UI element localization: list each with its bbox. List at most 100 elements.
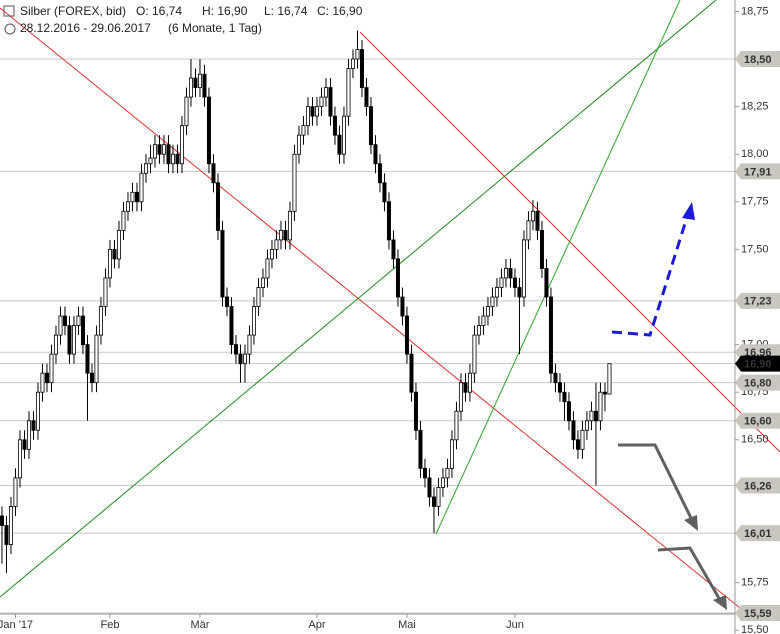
arrow-down: [657, 546, 722, 601]
candle-body: [454, 410, 459, 441]
candle-body: [494, 287, 499, 298]
candle-body: [80, 315, 85, 346]
level-box: [735, 605, 780, 622]
candle-body: [197, 73, 202, 88]
last-price-box: [735, 355, 780, 372]
candle-body: [364, 87, 369, 108]
candle-body: [359, 49, 364, 88]
x-tick-label: Feb: [100, 619, 119, 631]
candle-body: [368, 106, 373, 146]
candle-body: [422, 467, 427, 479]
candle-body: [175, 153, 180, 165]
candle-body: [260, 277, 265, 288]
candle-body: [98, 306, 103, 336]
candle-body: [562, 391, 567, 403]
candle-body: [373, 144, 378, 165]
candle-body: [157, 144, 162, 155]
candle-body: [35, 391, 40, 431]
drawings: [0, 0, 780, 610]
chart-title: Silber (FOREX, bid): [20, 4, 126, 18]
candle-body: [184, 96, 189, 127]
candle-body: [220, 229, 225, 298]
candle-body: [94, 334, 99, 384]
ohlc-open: O: 16,74: [136, 4, 182, 18]
candle-body: [130, 191, 135, 203]
y-tick-label: 18,75: [741, 5, 769, 17]
candle-body: [44, 372, 49, 384]
candle-body: [26, 420, 31, 450]
candle-body: [346, 68, 351, 117]
candle-body: [571, 420, 576, 441]
candle-body: [440, 477, 445, 488]
candle-body: [503, 268, 508, 279]
candle-body: [323, 87, 328, 98]
candle-body: [296, 134, 301, 155]
candle-body: [202, 73, 207, 98]
ohlc-close: C: 16,90: [317, 4, 363, 18]
candle-body: [188, 77, 193, 98]
candle-body: [472, 334, 477, 374]
candle-body: [395, 258, 400, 298]
candle-body: [229, 306, 234, 346]
candle-body: [593, 410, 598, 422]
candle-body: [292, 153, 297, 212]
level-box: [735, 477, 780, 494]
candle-body: [139, 172, 144, 203]
candle-body: [224, 296, 229, 307]
candle-body: [607, 363, 612, 395]
candle-body: [341, 115, 346, 155]
candle-body: [526, 220, 531, 241]
candle-body: [22, 439, 27, 450]
header: Silber (FOREX, bid) O: 16,74 H: 16,90 L:…: [3, 4, 363, 35]
candle-body: [85, 344, 90, 374]
arrow-down: [618, 443, 694, 521]
trend-line-red: [0, 7, 741, 609]
candle-body: [310, 106, 315, 117]
candle-body: [242, 353, 247, 365]
candle-body: [278, 229, 283, 241]
level-box: [735, 374, 780, 391]
candle-body: [350, 58, 355, 69]
candle-body: [391, 239, 396, 260]
candle-body: [116, 229, 121, 260]
candle-body: [328, 87, 333, 117]
level-label: 18,50: [744, 54, 772, 66]
y-tick-label: 16,50: [741, 434, 769, 446]
trend-line-green: [0, 0, 717, 598]
candle-body: [0, 515, 4, 526]
candle-body: [211, 163, 216, 184]
candle-body: [449, 439, 454, 469]
level-label: 17,91: [744, 166, 772, 178]
ohlc-high: H: 16,90: [202, 4, 248, 18]
candle-body: [4, 525, 9, 545]
candle-body: [418, 429, 423, 469]
x-tick-label: Apr: [308, 619, 325, 631]
candle-body: [62, 315, 67, 326]
y-tick-label: 18,00: [741, 148, 769, 160]
level-label: 16,26: [744, 480, 772, 492]
candle-body: [125, 201, 130, 212]
y-tick-label: 17,50: [741, 243, 769, 255]
candle-body: [409, 353, 414, 393]
candle-body: [305, 106, 310, 127]
candle-body: [535, 210, 540, 231]
candle-body: [508, 268, 513, 279]
candle-body: [490, 296, 495, 307]
candle-body: [485, 306, 490, 317]
level-box: [735, 412, 780, 429]
candle-body: [287, 210, 292, 241]
candle-body: [103, 277, 108, 307]
candle-body: [355, 49, 360, 60]
candle-body: [13, 477, 18, 507]
candle-body: [575, 439, 580, 450]
candle-body: [589, 410, 594, 422]
level-label: 16,60: [744, 416, 772, 428]
candle-body: [121, 210, 126, 231]
candle-body: [265, 258, 270, 279]
candle-body: [512, 277, 517, 288]
y-tick-label: 18,25: [741, 101, 769, 113]
candle-body: [179, 125, 184, 165]
candle-body: [566, 401, 571, 422]
candle-body: [31, 420, 36, 431]
